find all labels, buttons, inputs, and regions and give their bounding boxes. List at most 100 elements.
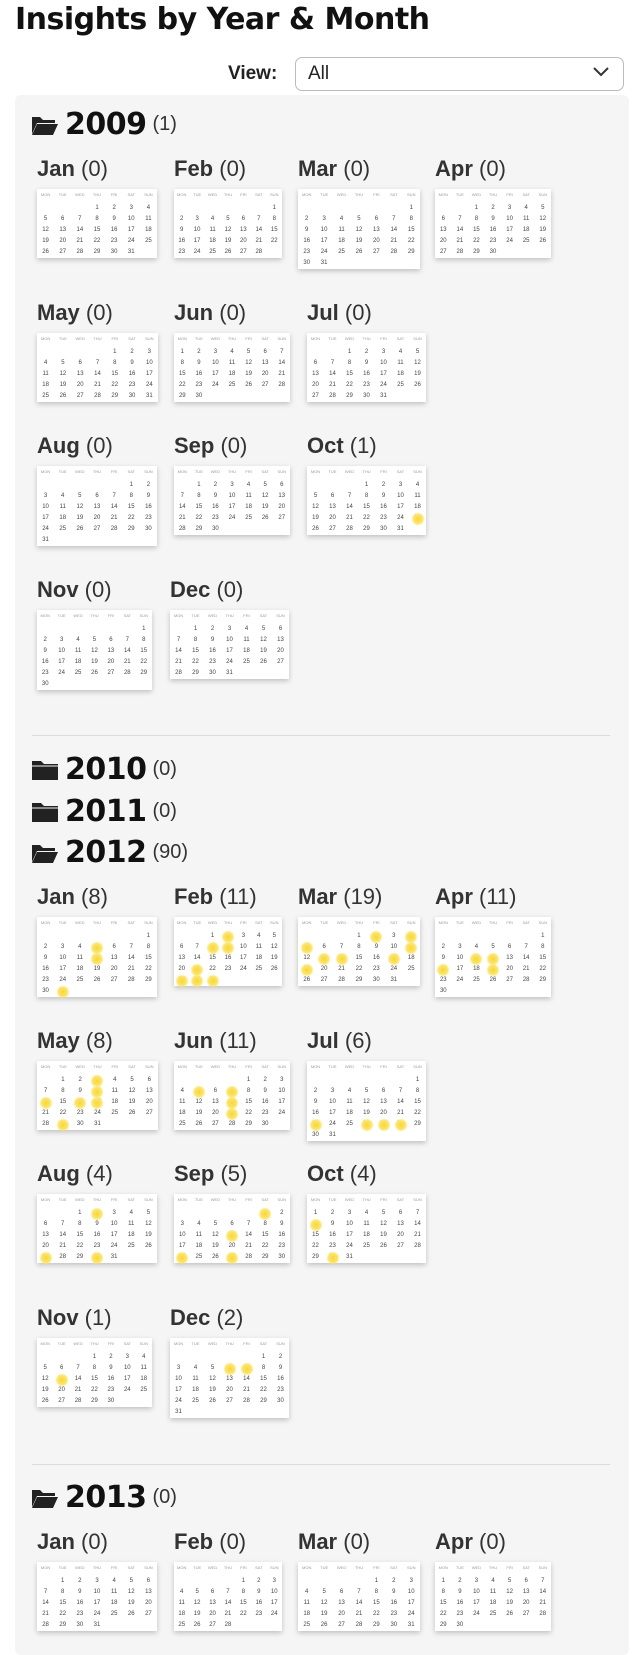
month-title[interactable]: Sep (5): [174, 1160, 290, 1190]
month-calendar[interactable]: MON TUE WED THU FRI SAT SUN 1 2 3 4 5 6 7 8 9 10 11 12 13 14…: [307, 333, 426, 402]
insight-day[interactable]: 27: [37, 1252, 54, 1263]
insight-day[interactable]: 8: [205, 942, 220, 953]
month-title[interactable]: Jan (0): [37, 1528, 157, 1558]
month-title[interactable]: Mar (0): [298, 1528, 420, 1558]
year-header-2013[interactable]: 2013 (0): [31, 1480, 177, 1515]
insight-day[interactable]: 28: [189, 975, 204, 986]
insight-day[interactable]: 8: [307, 1219, 324, 1230]
month-title[interactable]: May (8): [37, 1027, 158, 1057]
insight-day[interactable]: 11: [468, 953, 485, 964]
insight-day[interactable]: 17: [385, 953, 402, 964]
year-header-2009[interactable]: 2009 (1): [31, 107, 177, 142]
month-calendar[interactable]: MON TUE WED THU FRI SAT SUN 1 2 3 4 5 6 7 8 9 10 11 12 13 14…: [37, 1194, 157, 1263]
insight-day[interactable]: 12: [88, 953, 105, 964]
insight-day[interactable]: 12: [485, 953, 502, 964]
month-calendar[interactable]: MON TUE WED THU FRI SAT SUN 1 2 3 4 5 6 7 8 9 10 11 12 13 14…: [37, 333, 158, 402]
month-title[interactable]: Jul (6): [307, 1027, 426, 1057]
insight-day[interactable]: 24: [174, 1252, 191, 1263]
month-calendar[interactable]: MON TUE WED THU FRI SAT SUN 1 2 3 4 5 6 7 8 9 10 11 12 13 14…: [298, 1562, 420, 1631]
year-header-2011[interactable]: 2011 (0): [31, 794, 177, 829]
insight-day[interactable]: 11: [403, 942, 420, 953]
month-title[interactable]: Dec (0): [170, 576, 289, 606]
month-title[interactable]: Feb (11): [174, 883, 282, 913]
month-calendar[interactable]: MON TUE WED THU FRI SAT SUN 1 2 3 4 5 6 7 8 9 10 11 12 13 14…: [37, 1562, 157, 1631]
insight-day[interactable]: 17: [89, 1097, 106, 1108]
insight-day[interactable]: 5: [298, 942, 315, 953]
month-title[interactable]: Feb (0): [174, 1528, 282, 1558]
month-title[interactable]: Jan (8): [37, 883, 157, 913]
month-title[interactable]: Jul (0): [307, 299, 426, 329]
month-title[interactable]: Feb (0): [174, 155, 282, 185]
insight-day[interactable]: 9: [220, 942, 235, 953]
insight-day[interactable]: 2: [88, 1208, 105, 1219]
month-calendar[interactable]: MON TUE WED THU FRI SAT SUN 1 2 3 4 5 6 7 8 9 10 11 12 13 14…: [307, 466, 426, 535]
month-calendar[interactable]: MON TUE WED THU FRI SAT SUN 1 2 3 4 5 6 7 8 9 10 11 12 13 14…: [174, 1562, 282, 1631]
insight-day[interactable]: 3: [89, 1075, 106, 1086]
insight-day[interactable]: 16: [435, 964, 452, 975]
insight-day[interactable]: 19: [298, 964, 315, 975]
month-calendar[interactable]: MON TUE WED THU FRI SAT SUN 1 2 3 4 5 6 7 8 9 10 11 12 13 14…: [435, 1562, 551, 1631]
insight-day[interactable]: 14: [224, 1097, 241, 1108]
month-title[interactable]: Nov (0): [37, 576, 152, 606]
month-calendar[interactable]: MON TUE WED THU FRI SAT SUN 1 2 3 4 5 6 7 8 9 10 11 12 13 14…: [37, 1338, 152, 1407]
month-calendar[interactable]: MON TUE WED THU FRI SAT SUN 1 2 3 4 5 6 7 8 9 10 11 12 13 14…: [174, 466, 290, 535]
month-title[interactable]: Aug (4): [37, 1160, 157, 1190]
insight-day[interactable]: 2: [220, 931, 235, 942]
month-title[interactable]: Oct (1): [307, 432, 426, 462]
month-calendar[interactable]: MON TUE WED THU FRI SAT SUN 1 2 3 4 5 6 7 8 9 10 11 12 13 14…: [170, 610, 289, 679]
insight-day[interactable]: 5: [88, 942, 105, 953]
month-calendar[interactable]: MON TUE WED THU FRI SAT SUN 1 2 3 4 5 6 7 8 9 10 11 12 13 14…: [298, 917, 420, 986]
month-calendar[interactable]: MON TUE WED THU FRI SAT SUN 1 2 3 4 5 6 7 8 9 10 11 12 13 14…: [37, 610, 152, 690]
month-calendar[interactable]: MON TUE WED THU FRI SAT SUN 1 2 3 4 5 6 7 8 9 10 11 12 13 14…: [435, 189, 551, 258]
insight-day[interactable]: 31: [54, 986, 71, 997]
insight-day[interactable]: 13: [224, 1230, 241, 1241]
month-calendar[interactable]: MON TUE WED THU FRI SAT SUN 1 2 3 4 5 6 7 8 9 10 11 12 13 14…: [174, 1194, 290, 1263]
month-calendar[interactable]: MON TUE WED THU FRI SAT SUN 1 2 3 4 5 6 7 8 9 10 11 12 13 14…: [307, 1194, 426, 1263]
insight-day[interactable]: 14: [333, 953, 350, 964]
year-header-2012[interactable]: 2012 (90): [31, 835, 188, 870]
insight-day[interactable]: 27: [375, 1119, 392, 1130]
month-title[interactable]: Apr (0): [435, 155, 551, 185]
insight-day[interactable]: 27: [224, 1252, 241, 1263]
insight-day[interactable]: 13: [53, 1374, 69, 1385]
insight-day[interactable]: 6: [221, 1363, 238, 1374]
month-calendar[interactable]: MON TUE WED THU FRI SAT SUN 1 2 3 4 5 6 7 8 9 10 11 12 13 14…: [170, 1338, 289, 1418]
month-calendar[interactable]: MON TUE WED THU FRI SAT SUN 1 2 3 4 5 6 7 8 9 10 11 12 13 14…: [37, 917, 157, 997]
view-select[interactable]: All: [295, 57, 624, 91]
month-calendar[interactable]: MON TUE WED THU FRI SAT SUN 1 2 3 4 5 6 7 8 9 10 11 12 13 14…: [307, 1061, 426, 1141]
month-title[interactable]: Apr (11): [435, 883, 551, 913]
insight-day[interactable]: 14: [37, 1097, 54, 1108]
month-calendar[interactable]: MON TUE WED THU FRI SAT SUN 1 2 3 4 5 6 7 8 9 10 11 12 13 14…: [37, 1061, 158, 1130]
insight-day[interactable]: 29: [205, 975, 220, 986]
month-title[interactable]: Sep (0): [174, 432, 290, 462]
insight-day[interactable]: 4: [403, 931, 420, 942]
insight-day[interactable]: 23: [307, 1119, 324, 1130]
insight-day[interactable]: 1: [257, 1208, 274, 1219]
insight-day[interactable]: 19: [485, 964, 502, 975]
month-calendar[interactable]: MON TUE WED THU FRI SAT SUN 1 2 3 4 5 6 7 8 9 10 11 12 13 14…: [435, 917, 551, 997]
insight-day[interactable]: 29: [54, 1119, 71, 1130]
insight-day[interactable]: 16: [72, 1097, 89, 1108]
insight-day[interactable]: 13: [315, 953, 332, 964]
insight-day[interactable]: 7: [238, 1363, 255, 1374]
insight-day[interactable]: 10: [89, 1086, 106, 1097]
month-title[interactable]: Jan (0): [37, 155, 157, 185]
insight-day[interactable]: 30: [324, 1252, 341, 1263]
month-title[interactable]: Nov (1): [37, 1304, 152, 1334]
insight-day[interactable]: 26: [358, 1119, 375, 1130]
month-calendar[interactable]: MON TUE WED THU FRI SAT SUN 1 2 3 4 5 6 7 8 9 10 11 12 13 14…: [298, 189, 420, 269]
month-calendar[interactable]: MON TUE WED THU FRI SAT SUN 1 2 3 4 5 6 7 8 9 10 11 12 13 14…: [174, 917, 282, 986]
insight-day[interactable]: 7: [224, 1086, 241, 1097]
month-title[interactable]: Aug (0): [37, 432, 157, 462]
month-title[interactable]: Dec (2): [170, 1304, 289, 1334]
insight-day[interactable]: 27: [174, 975, 189, 986]
insight-day[interactable]: 28: [392, 1119, 409, 1130]
month-title[interactable]: Jun (0): [174, 299, 290, 329]
month-title[interactable]: May (0): [37, 299, 158, 329]
month-calendar[interactable]: MON TUE WED THU FRI SAT SUN 1 2 3 4 5 6 7 8 9 10 11 12 13 14…: [37, 466, 157, 546]
month-title[interactable]: Mar (19): [298, 883, 420, 913]
month-calendar[interactable]: MON TUE WED THU FRI SAT SUN 1 2 3 4 5 6 7 8 9 10 11 12 13 14…: [174, 333, 290, 402]
insight-day[interactable]: 5: [191, 1086, 208, 1097]
month-title[interactable]: Oct (4): [307, 1160, 426, 1190]
month-calendar[interactable]: MON TUE WED THU FRI SAT SUN 1 2 3 4 5 6 7 8 9 10 11 12 13 14…: [37, 189, 157, 258]
